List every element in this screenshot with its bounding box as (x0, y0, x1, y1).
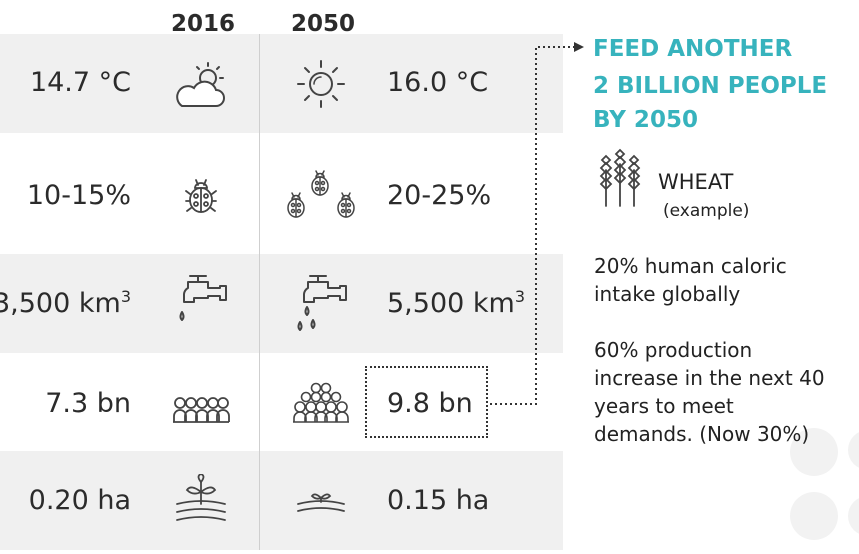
wheat-label: WHEAT (658, 170, 734, 194)
note-line: intake globally (594, 282, 741, 306)
water-use-2016: 3,500 km3 (0, 287, 131, 319)
callout-connector (490, 42, 584, 405)
production-increase-note: 60% production increase in the next 40 y… (594, 336, 825, 448)
water-use-2050: 5,500 km3 (387, 287, 525, 319)
note-line: years to meet (594, 394, 734, 418)
decorative-circle (790, 492, 838, 540)
crowd-icon (292, 382, 350, 424)
row-band-5 (0, 451, 563, 550)
year-2016-header: 2016 (171, 11, 236, 37)
headline-line-2: 2 BILLION PEOPLE (593, 73, 828, 99)
water-use-2016-value: 3,500 km (0, 288, 121, 319)
arable-land-2050: 0.15 ha (387, 485, 490, 516)
water-tap-drops-icon (294, 272, 348, 334)
row-band-1 (0, 34, 563, 133)
field-sprout-icon (174, 474, 228, 524)
field-small-icon (296, 490, 346, 514)
population-2050-highlight-box (365, 366, 488, 438)
ladybug-icon (184, 177, 218, 215)
caloric-intake-note: 20% human caloric intake globally (594, 252, 787, 308)
temperature-2016: 14.7 °C (29, 67, 131, 98)
partly-cloudy-icon (170, 60, 232, 110)
water-tap-icon (174, 272, 228, 326)
headline-line-1: FEED ANOTHER (593, 36, 793, 62)
ladybug-group-icon (280, 168, 360, 224)
headline-line-3: BY 2050 (593, 107, 698, 133)
decorative-circle (790, 428, 838, 476)
wheat-icon (596, 148, 644, 208)
column-divider (259, 34, 260, 550)
water-use-2050-value: 5,500 km (387, 288, 515, 319)
year-2050-header: 2050 (291, 11, 356, 37)
arable-land-2016: 0.20 ha (28, 485, 131, 516)
temperature-2050: 16.0 °C (387, 67, 489, 98)
wheat-sublabel: (example) (663, 201, 750, 221)
row-band-3 (0, 254, 563, 353)
note-line: 20% human caloric (594, 254, 787, 278)
population-2016: 7.3 bn (45, 388, 131, 419)
water-use-2016-unit-exponent: 3 (120, 287, 131, 306)
pest-losses-2016: 10-15% (26, 180, 131, 211)
note-line: 60% production (594, 338, 753, 362)
note-line: demands. (Now 30%) (594, 422, 810, 446)
decorative-circle (848, 496, 859, 536)
people-row-icon (172, 394, 230, 424)
population-2050: 9.8 bn (387, 388, 473, 419)
note-line: increase in the next 40 (594, 366, 825, 390)
water-use-2050-unit-exponent: 3 (514, 287, 526, 306)
pest-losses-2050: 20-25% (387, 180, 492, 211)
decorative-circle (848, 430, 859, 470)
sun-icon (295, 58, 347, 110)
